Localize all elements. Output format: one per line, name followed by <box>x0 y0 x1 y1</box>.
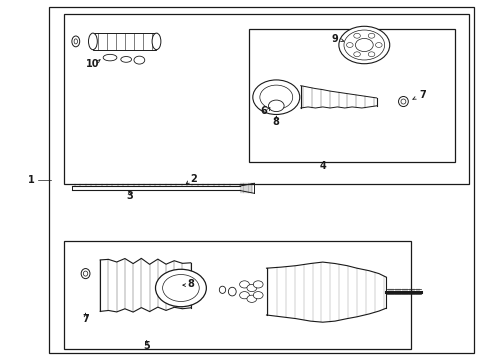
Ellipse shape <box>228 287 236 296</box>
Circle shape <box>252 80 299 114</box>
Circle shape <box>367 33 374 38</box>
Circle shape <box>163 275 199 301</box>
Text: 8: 8 <box>272 117 279 127</box>
Circle shape <box>239 281 249 288</box>
Circle shape <box>246 295 256 302</box>
Ellipse shape <box>83 271 88 276</box>
Bar <box>249 29 454 162</box>
Text: 3: 3 <box>126 191 133 201</box>
Circle shape <box>375 42 381 48</box>
Circle shape <box>346 42 352 48</box>
Circle shape <box>155 269 206 307</box>
Ellipse shape <box>400 99 405 104</box>
Text: 7: 7 <box>419 90 426 100</box>
Text: 2: 2 <box>189 174 196 184</box>
Circle shape <box>239 292 249 299</box>
Text: 9: 9 <box>331 33 338 44</box>
Ellipse shape <box>121 57 131 62</box>
Circle shape <box>268 100 284 112</box>
Circle shape <box>355 39 372 51</box>
Text: 10: 10 <box>86 59 100 69</box>
Text: 7: 7 <box>82 314 89 324</box>
Circle shape <box>259 85 292 109</box>
Text: 4: 4 <box>319 161 325 171</box>
Circle shape <box>367 52 374 57</box>
Bar <box>63 241 410 349</box>
Text: 6: 6 <box>260 105 267 116</box>
Bar <box>93 33 156 50</box>
Circle shape <box>246 284 256 292</box>
Circle shape <box>338 26 389 64</box>
Circle shape <box>134 56 144 64</box>
Circle shape <box>253 292 263 299</box>
Ellipse shape <box>219 286 225 293</box>
Circle shape <box>353 33 360 38</box>
Bar <box>63 14 468 184</box>
Circle shape <box>353 52 360 57</box>
Text: 8: 8 <box>187 279 194 289</box>
Bar <box>49 7 473 353</box>
Text: 5: 5 <box>143 341 150 351</box>
Ellipse shape <box>103 54 117 61</box>
Ellipse shape <box>398 96 407 107</box>
Text: 1: 1 <box>28 175 35 185</box>
Ellipse shape <box>81 269 90 279</box>
Ellipse shape <box>74 39 77 44</box>
Ellipse shape <box>152 33 161 50</box>
Ellipse shape <box>72 36 80 47</box>
Circle shape <box>343 30 384 60</box>
Ellipse shape <box>88 33 97 50</box>
Circle shape <box>253 281 263 288</box>
